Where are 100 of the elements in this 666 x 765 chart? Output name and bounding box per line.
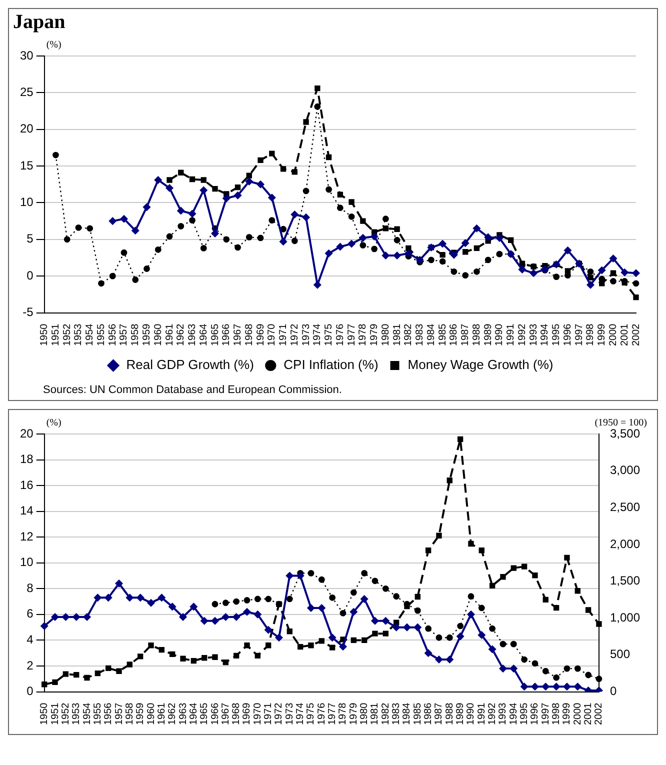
x-tick-label: 1988 [471, 323, 482, 346]
x-tick-label: 1952 [60, 702, 72, 726]
y-tick-label: 14 [20, 504, 34, 518]
x-tick-label: 1974 [295, 702, 306, 726]
x-tick-label: 1970 [252, 702, 264, 726]
y-tick-label: 18 [20, 452, 34, 466]
x-tick-label: 1960 [152, 323, 164, 346]
x-tick-label: 1999 [562, 702, 573, 726]
x-tick-label: 1954 [82, 702, 93, 726]
x-tick-label: 1986 [448, 323, 460, 346]
x-tick-label: 1960 [146, 702, 157, 726]
y2-tick-label: 500 [610, 647, 630, 662]
x-tick-label: 1990 [466, 702, 477, 726]
x-tick-label: 1972 [274, 702, 285, 726]
x-tick-label: 1996 [562, 323, 574, 346]
x-tick-label: 1992 [516, 323, 528, 346]
x-tick-label: 1985 [437, 323, 448, 346]
chart-title: Japan [13, 11, 66, 34]
y-tick-label: -5 [22, 305, 34, 320]
x-tick-label: 1998 [585, 323, 596, 346]
x-tick-label: 1998 [551, 702, 562, 726]
x-tick-label: 1993 [528, 323, 540, 346]
y-tick-label: 30 [20, 48, 34, 62]
x-tick-label: 1969 [242, 702, 253, 726]
x-tick-label: 1950 [39, 702, 50, 726]
x-tick-label: 1967 [220, 702, 232, 726]
x-tick-label: 1954 [84, 323, 96, 346]
x-tick-label: 1973 [300, 323, 312, 346]
x-tick-label: 1965 [210, 323, 221, 346]
x-tick-label: 1973 [284, 702, 296, 726]
x-tick-label: 1971 [278, 323, 290, 346]
x-tick-label: 1981 [370, 702, 381, 726]
x-tick-label: 1963 [178, 702, 189, 726]
x-tick-label: 1966 [210, 702, 221, 726]
x-tick-label: 1966 [221, 323, 232, 346]
y-tick-label: 6 [26, 606, 34, 621]
x-tick-label: 1951 [50, 323, 62, 346]
y2-tick-label: 2,500 [610, 500, 640, 514]
x-tick-label: 1961 [164, 323, 176, 346]
x-tick-label: 1991 [506, 323, 517, 346]
x-tick-label: 2002 [630, 323, 642, 346]
x-tick-label: 1979 [348, 702, 360, 726]
x-tick-label: 2001 [619, 323, 630, 346]
x-tick-label: 1977 [346, 323, 358, 346]
legend-label: Real GDP Growth (%) [126, 357, 254, 372]
y2-tick-label: 3,000 [610, 463, 640, 478]
x-tick-label: 1983 [391, 702, 402, 726]
y2-tick-label: 3,500 [610, 426, 640, 440]
x-tick-label: 1976 [334, 323, 346, 346]
x-tick-label: 1985 [412, 702, 424, 726]
x-tick-label: 1971 [263, 702, 274, 726]
y-tick-label: 0 [26, 268, 34, 282]
x-tick-label: 2002 [594, 702, 605, 726]
x-tick-label: 1978 [338, 702, 349, 726]
x-tick-label: 1980 [380, 323, 392, 346]
x-tick-label: 1974 [312, 323, 324, 346]
x-tick-label: 1994 [540, 323, 551, 346]
x-tick-label: 1987 [460, 323, 472, 346]
x-tick-label: 1968 [231, 702, 242, 726]
x-tick-label: 1991 [476, 702, 488, 726]
x-tick-label: 1955 [92, 702, 104, 726]
x-tick-label: 1990 [494, 323, 506, 346]
y-tick-label: 5 [26, 232, 34, 246]
x-tick-label: 1987 [434, 702, 445, 726]
x-tick-label: 1982 [380, 702, 392, 726]
x-tick-label: 1988 [444, 702, 456, 726]
x-tick-label: 1957 [118, 323, 130, 346]
legend-label: CPI Inflation (%) [284, 357, 378, 372]
x-tick-label: 1994 [508, 702, 520, 726]
x-tick-label: 1956 [107, 323, 118, 346]
x-tick-label: 1955 [96, 323, 107, 346]
x-tick-label: 1963 [187, 323, 198, 346]
y-tick-label: 25 [20, 84, 34, 99]
x-tick-label: 1989 [455, 702, 466, 726]
y-tick-label: 15 [20, 158, 34, 172]
y-tick-label: 4 [26, 632, 34, 647]
x-tick-label: 1957 [114, 702, 125, 726]
x-tick-label: 1951 [50, 702, 61, 726]
y-axis-title: (%) [46, 418, 62, 429]
x-tick-label: 1995 [519, 702, 530, 726]
x-tick-label: 1979 [369, 323, 380, 346]
y-tick-label: 16 [20, 478, 34, 492]
x-tick-label: 1962 [176, 323, 187, 346]
x-tick-label: 1993 [498, 702, 509, 726]
x-tick-label: 1989 [482, 323, 494, 346]
x-tick-label: 1996 [530, 702, 541, 726]
x-tick-label: 1976 [316, 702, 328, 726]
y-tick-label: 12 [20, 529, 34, 544]
x-tick-label: 1953 [71, 702, 82, 726]
x-tick-label: 1983 [414, 323, 426, 346]
x-tick-label: 1958 [124, 702, 136, 726]
x-tick-label: 1975 [306, 702, 317, 726]
x-tick-label: 1984 [402, 702, 413, 726]
x-tick-label: 1972 [289, 323, 300, 346]
x-tick-label: 1992 [487, 702, 498, 726]
y-tick-label: 0 [26, 684, 34, 698]
y-axis-title: (%) [46, 40, 62, 51]
x-tick-label: 1964 [188, 702, 200, 726]
x-tick-label: 1952 [62, 323, 73, 346]
y-tick-label: 8 [26, 580, 34, 595]
